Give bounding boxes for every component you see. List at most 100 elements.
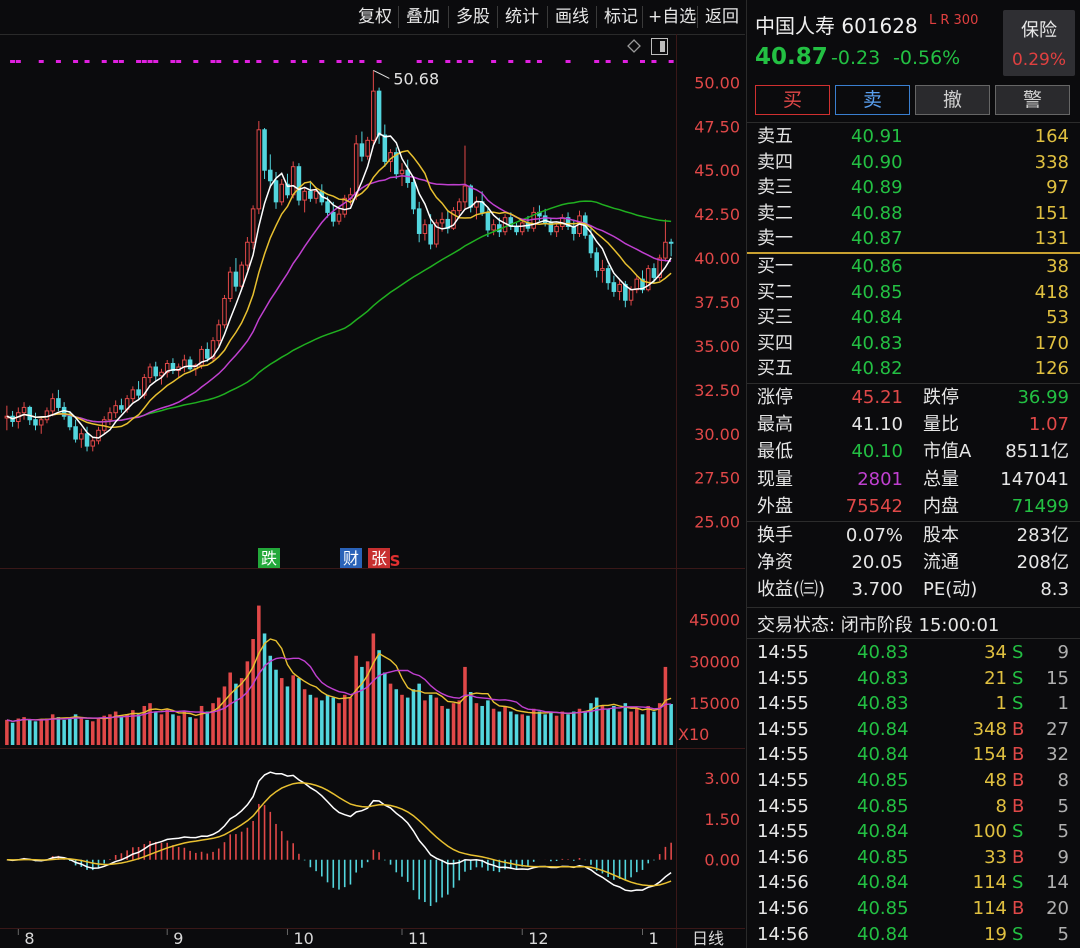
book-level-label: 卖一 xyxy=(757,228,793,250)
tick-time: 14:55 xyxy=(757,667,809,689)
month-label: 10 xyxy=(293,929,313,948)
book-volume: 97 xyxy=(1046,177,1069,199)
candle xyxy=(205,342,210,362)
sector-box[interactable]: 保险 0.29% xyxy=(1003,10,1075,76)
quote-panel: 中国人寿 601628 L R 300 40.87 -0.23 -0.56% 保… xyxy=(746,0,1080,948)
diamond-icon[interactable] xyxy=(627,39,641,53)
kline-chart-pane[interactable]: 50.00 47.50 45.00 42.50 40.00 37.50 35.00 32.50… xyxy=(0,0,745,948)
stat-label: 换手 xyxy=(757,525,793,546)
volume-bar xyxy=(153,711,158,745)
candle xyxy=(239,261,244,290)
kline-chart-canvas[interactable]: 50.00 47.50 45.00 42.50 40.00 37.50 35.00 32.50… xyxy=(0,0,745,948)
tick-row: 14:55 40.85 48 B 8 xyxy=(747,768,1080,794)
volume-bar xyxy=(440,705,444,745)
tick-price: 40.85 xyxy=(857,770,909,791)
event-badge[interactable]: S xyxy=(390,552,401,570)
candle xyxy=(113,400,118,418)
stat-value: 71499 xyxy=(1011,495,1069,517)
signal-marker xyxy=(445,60,451,63)
volume-bar xyxy=(33,721,38,745)
volume-bar xyxy=(554,715,559,745)
tick-time: 14:55 xyxy=(757,821,809,843)
stat-value: 8.3 xyxy=(1040,579,1069,601)
volume-bar xyxy=(96,718,101,745)
volume-bar xyxy=(589,703,593,745)
ma10-line xyxy=(6,149,672,429)
month-label: 11 xyxy=(408,929,428,948)
event-badge[interactable]: 张 xyxy=(368,548,390,568)
candle xyxy=(600,259,605,283)
cancel-order-button[interactable]: 撤 xyxy=(915,85,990,115)
period-selector[interactable]: 日线 xyxy=(692,929,724,948)
toolbar-separator xyxy=(596,6,597,28)
ask-row[interactable]: 卖二 40.88 151 xyxy=(747,201,1080,226)
tick-quantity: 33 xyxy=(984,846,1007,868)
toolbar-separator xyxy=(448,6,449,28)
candle xyxy=(96,426,101,445)
panel-toggle-icon[interactable] xyxy=(651,38,668,55)
signal-marker xyxy=(38,60,44,63)
chart-frame xyxy=(0,34,745,948)
candle xyxy=(4,405,10,431)
volume-bar xyxy=(594,697,599,745)
tick-row: 14:55 40.83 1 S 1 xyxy=(747,691,1080,717)
volume-bar xyxy=(297,678,301,745)
month-label: 12 xyxy=(528,929,548,948)
volume-bar xyxy=(10,722,15,745)
candle xyxy=(279,179,285,206)
bid-row[interactable]: 买一 40.86 38 xyxy=(747,254,1080,279)
volume-bar xyxy=(600,705,605,745)
sell-button[interactable]: 卖 xyxy=(835,85,910,115)
event-badge[interactable]: 跌 xyxy=(258,548,280,568)
volume-bar xyxy=(285,686,290,745)
volume-bar xyxy=(457,700,462,745)
bid-row[interactable]: 买四 40.83 170 xyxy=(747,331,1080,356)
volume-bar xyxy=(331,697,336,745)
bid-row[interactable]: 买五 40.82 126 xyxy=(747,356,1080,381)
candle xyxy=(44,407,50,424)
book-level-label: 卖四 xyxy=(757,151,793,173)
add-watchlist-button[interactable]: +自选 xyxy=(648,7,697,27)
mark-button[interactable]: 标记 xyxy=(604,7,638,27)
tick-time: 14:55 xyxy=(757,795,809,817)
volume-bar xyxy=(640,714,645,745)
price-tick-label: 47.50 xyxy=(694,117,740,136)
signal-marker xyxy=(10,60,16,63)
volume-ma10-line xyxy=(6,656,672,723)
multi-stock-button[interactable]: 多股 xyxy=(456,7,490,27)
ask-row[interactable]: 卖三 40.89 97 xyxy=(747,175,1080,200)
stat-value: 40.10 xyxy=(851,441,903,463)
restore-rights-button[interactable]: 复权 xyxy=(358,7,392,27)
candle xyxy=(107,407,113,425)
tick-time: 14:55 xyxy=(757,642,809,663)
tick-price: 40.84 xyxy=(857,744,909,766)
buy-button[interactable]: 买 xyxy=(755,85,830,115)
tick-count: 32 xyxy=(1046,744,1069,766)
signal-marker xyxy=(359,60,365,63)
price-alert-button[interactable]: 警 xyxy=(995,85,1070,115)
tick-row: 14:55 40.83 21 S 15 xyxy=(747,666,1080,692)
volume-bar xyxy=(486,700,490,745)
candle xyxy=(451,207,456,230)
ask-row[interactable]: 卖一 40.87 131 xyxy=(747,226,1080,251)
signal-marker xyxy=(536,60,542,63)
volume-bar xyxy=(549,711,553,745)
back-button[interactable]: 返回 xyxy=(705,7,739,27)
stat-label: 收益(㈢) xyxy=(757,579,826,601)
signal-marker xyxy=(336,60,342,63)
ask-row[interactable]: 卖四 40.90 338 xyxy=(747,150,1080,175)
bid-row[interactable]: 买三 40.84 53 xyxy=(747,305,1080,330)
ask-row[interactable]: 卖五 40.91 164 xyxy=(747,124,1080,149)
candle xyxy=(119,398,124,413)
event-badge[interactable]: 财 xyxy=(340,548,362,568)
tick-side: B xyxy=(1012,718,1025,740)
volume-bar xyxy=(291,675,295,745)
book-volume: 126 xyxy=(1034,358,1069,380)
bid-row[interactable]: 买二 40.85 418 xyxy=(747,280,1080,305)
stat-value: 36.99 xyxy=(1017,387,1069,408)
draw-line-button[interactable]: 画线 xyxy=(555,7,589,27)
tick-side: B xyxy=(1012,795,1025,817)
statistics-button[interactable]: 统计 xyxy=(505,7,539,27)
overlay-button[interactable]: 叠加 xyxy=(406,7,440,27)
